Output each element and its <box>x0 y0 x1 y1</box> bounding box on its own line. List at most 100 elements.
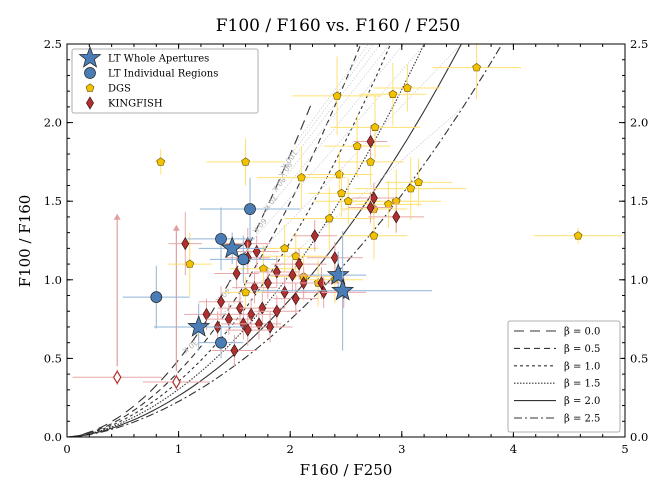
data-point <box>403 83 412 92</box>
data-point <box>295 257 304 271</box>
y-tick-label: 0.5 <box>44 351 62 365</box>
plot-frame <box>66 43 626 438</box>
y-tick-label-right: 1.0 <box>630 273 648 287</box>
data-point <box>337 188 346 197</box>
data-point <box>255 317 263 331</box>
model-curve-beta-0 <box>67 103 312 437</box>
x-axis-title: F160 / F250 <box>300 461 393 479</box>
y-tick-label: 0.0 <box>44 430 62 444</box>
data-point <box>334 169 344 179</box>
legend-points: LT Whole Apertures LT Individual Regions D… <box>71 45 259 114</box>
data-point <box>187 315 211 337</box>
data-point <box>332 91 342 100</box>
y-tick-label: 1.5 <box>44 194 62 208</box>
data-point <box>237 253 250 266</box>
data-point <box>215 233 227 245</box>
x-tick-label: 3 <box>398 442 405 456</box>
data-point <box>388 89 398 98</box>
y-tick-label: 2.0 <box>44 116 62 130</box>
data-point <box>472 63 481 72</box>
temperature-label: 70 K <box>261 193 279 213</box>
x-tick-label: 4 <box>510 442 517 456</box>
data-point <box>258 301 267 315</box>
upper-limit-arrowhead <box>113 213 121 220</box>
isotherm-line <box>228 44 462 284</box>
x-tick-label: 5 <box>621 442 628 456</box>
legend-line-label: β = 2.5 <box>564 414 600 425</box>
isotherm-line <box>293 44 369 146</box>
isotherm-line <box>249 44 426 244</box>
data-point <box>366 134 375 149</box>
data-point <box>280 243 289 253</box>
y-tick-label-right: 0.5 <box>630 351 648 365</box>
legend-line-label: β = 1.5 <box>564 379 600 390</box>
data-point <box>370 122 380 131</box>
legend-marker-star <box>78 45 102 68</box>
chart-title: F100 / F160 vs. F160 / F250 <box>216 16 461 36</box>
data-point <box>241 157 250 166</box>
data-point <box>343 196 353 205</box>
data-point <box>243 323 252 337</box>
data-point <box>330 251 339 265</box>
legend-lines: β = 0.0 β = 0.5 β = 1.0 β = 1.5 β = 2.0 β = 2… <box>507 320 621 433</box>
data-point <box>406 184 416 193</box>
y-tick-label-right: 2.5 <box>630 37 648 51</box>
temperature-label: 30 K <box>180 338 200 356</box>
legend-line-label: β = 0.0 <box>564 327 600 338</box>
data-point <box>272 265 281 279</box>
axes: 0 1 2 3 4 50.0 0.00.5 0.51.0 1.01.5 1.52.0 2.02.5 2… <box>44 37 649 456</box>
y-tick-label-right: 1.5 <box>630 194 648 208</box>
y-tick-label-right: 0.0 <box>630 430 648 444</box>
x-tick-label: 0 <box>63 442 70 456</box>
legend-line-label: β = 2.0 <box>564 396 600 407</box>
data-point <box>202 307 211 321</box>
plot-area: 100 K90 K80 K70 K60 K50 K40 K30 K <box>67 44 623 437</box>
data-point <box>280 285 289 299</box>
legend-label: LT Whole Apertures <box>108 54 209 65</box>
y-tick-label: 1.0 <box>44 273 62 287</box>
data-point <box>326 263 350 285</box>
data-point <box>215 336 227 349</box>
data-point <box>244 203 256 215</box>
legend-line-label: β = 1.0 <box>564 361 600 372</box>
model-curve-beta-4 <box>68 44 463 437</box>
legend-label: KINGFISH <box>108 99 163 110</box>
temperature-label: 60 K <box>250 216 268 236</box>
data-point <box>366 157 375 166</box>
legend-marker-pentagon <box>85 83 95 92</box>
data-point <box>247 307 256 321</box>
data-point <box>241 287 250 297</box>
upper-limit-arrowhead <box>172 224 180 231</box>
data-point <box>324 213 334 223</box>
data-point <box>112 370 122 385</box>
data-point <box>150 291 163 303</box>
x-tick-label: 2 <box>287 442 294 456</box>
data-point <box>250 281 259 295</box>
data-point <box>232 266 241 281</box>
x-tick-label: 1 <box>175 442 182 456</box>
data-point <box>291 292 300 306</box>
legend-line-label: β = 0.5 <box>564 344 600 355</box>
model-curve-beta-5 <box>68 44 503 437</box>
data-point <box>288 268 297 282</box>
legend-label: LT Individual Regions <box>108 69 218 80</box>
y-tick-label: 2.5 <box>44 37 62 51</box>
data-point <box>220 236 244 259</box>
data-point <box>414 177 423 186</box>
legend-marker-diamond <box>86 96 94 110</box>
data-point <box>259 264 268 273</box>
data-point <box>172 374 181 390</box>
data-point <box>366 200 375 215</box>
series-kingfish <box>72 125 425 390</box>
data-point <box>230 343 239 358</box>
data-point <box>369 191 378 205</box>
series-lt-individual-regions <box>122 177 301 359</box>
data-point <box>252 244 261 259</box>
data-point <box>181 237 190 251</box>
data-point <box>310 229 319 243</box>
data-point <box>272 304 281 318</box>
y-tick-label-right: 2.0 <box>630 116 648 130</box>
data-point <box>392 210 401 224</box>
plot-inner: 100 K90 K80 K70 K60 K50 K40 K30 K <box>67 44 623 437</box>
